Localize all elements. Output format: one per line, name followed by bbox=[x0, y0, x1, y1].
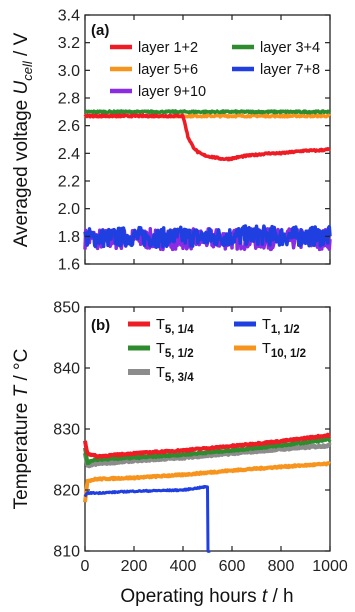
legend-a-4-label: layer 9+10 bbox=[138, 84, 206, 100]
y-tick-label: 2.2 bbox=[58, 174, 80, 191]
series-line-b-2 bbox=[83, 437, 332, 466]
panel-a-y-axis-label: Averaged voltage Ucell / V bbox=[11, 32, 35, 247]
panel-b-y-ticks: 810 820 830 840 850 bbox=[53, 300, 330, 561]
panel-b-legend: T5, 1/4 T1, 1/2 T5, 1/2 T10, 1/2 T5, 3/4 bbox=[128, 317, 306, 384]
panel-b-xlabel-pre: Operating hours bbox=[120, 586, 262, 607]
y-tick-label: 3.0 bbox=[58, 63, 80, 80]
panel-b-letter: (b) bbox=[91, 317, 110, 334]
x-tick-label: 400 bbox=[170, 558, 197, 575]
panel-a-frame bbox=[84, 14, 331, 265]
legend-a-1-label: layer 3+4 bbox=[260, 40, 320, 56]
series-line-a-0 bbox=[83, 113, 332, 162]
panel-a-legend: layer 1+2 layer 3+4 layer 5+6 layer 7+8 laye… bbox=[110, 40, 320, 100]
series-line-b-4 bbox=[82, 442, 332, 469]
panel-a-ylabel-post: / V bbox=[11, 32, 32, 61]
panel-b-ylabel-post: / °C bbox=[11, 349, 32, 386]
y-tick-label: 1.6 bbox=[58, 257, 80, 274]
legend-b-0-label: T5, 1/4 bbox=[156, 317, 194, 336]
panel-b-ylabel-sym: T bbox=[11, 384, 32, 397]
y-tick-label: 1.8 bbox=[58, 229, 80, 246]
panel-a-ylabel-sym: U bbox=[11, 80, 32, 94]
y-tick-label: 2.4 bbox=[58, 146, 80, 163]
legend-b-2-label: T5, 1/2 bbox=[156, 341, 194, 360]
y-tick-label: 2.6 bbox=[58, 118, 80, 135]
panel-a: 1.6 1.8 2.0 2.2 2.4 2.6 2.8 3.0 3.2 3.4 (a) layer… bbox=[11, 8, 332, 274]
y-tick-label: 810 bbox=[53, 544, 80, 561]
x-tick-label: 1000 bbox=[312, 558, 348, 575]
panel-b-ylabel-pre: Temperature bbox=[11, 397, 32, 509]
series-line-b-3 bbox=[83, 461, 332, 503]
legend-a-0-label: layer 1+2 bbox=[138, 40, 198, 56]
panel-a-ylabel-sub: cell bbox=[20, 60, 35, 81]
y-tick-label: 820 bbox=[53, 483, 80, 500]
x-tick-label: 800 bbox=[268, 558, 295, 575]
y-tick-label: 3.4 bbox=[58, 8, 80, 25]
panel-b-xlabel-sym: t bbox=[262, 586, 268, 607]
y-tick-label: 840 bbox=[53, 361, 80, 378]
panel-b-y-axis-label: Temperature T / °C bbox=[11, 349, 32, 510]
panel-b: 810 820 830 840 850 0 200 400 600 800 1000 (b) T5… bbox=[11, 300, 348, 608]
series-line-a-1 bbox=[83, 109, 332, 115]
legend-a-2-label: layer 5+6 bbox=[138, 62, 198, 78]
y-tick-label: 2.0 bbox=[58, 201, 80, 218]
panel-b-x-ticks: 0 200 400 600 800 1000 bbox=[81, 307, 348, 575]
panel-a-series bbox=[83, 109, 332, 252]
panel-b-series bbox=[82, 432, 332, 553]
y-tick-label: 830 bbox=[53, 422, 80, 439]
series-line-a-3 bbox=[83, 224, 332, 249]
series-line-b-0 bbox=[83, 432, 332, 460]
panel-a-y-ticks: 1.6 1.8 2.0 2.2 2.4 2.6 2.8 3.0 3.2 3.4 bbox=[58, 8, 330, 274]
legend-b-4-label: T5, 3/4 bbox=[156, 365, 194, 384]
legend-a-3-label: layer 7+8 bbox=[260, 62, 320, 78]
panel-a-x-ticks bbox=[84, 15, 331, 264]
panel-a-ylabel-pre: Averaged voltage bbox=[11, 94, 32, 247]
y-tick-label: 850 bbox=[53, 300, 80, 317]
series-line-b-1 bbox=[83, 485, 211, 553]
panel-b-xlabel-post: / h bbox=[267, 586, 293, 607]
panel-a-letter: (a) bbox=[91, 22, 109, 39]
panel-b-x-axis-label: Operating hours t / h bbox=[120, 586, 293, 607]
legend-b-3-label: T10, 1/2 bbox=[262, 341, 306, 360]
x-tick-label: 600 bbox=[219, 558, 246, 575]
x-tick-label: 0 bbox=[81, 558, 90, 575]
legend-b-1-label: T1, 1/2 bbox=[262, 317, 300, 336]
x-tick-label: 200 bbox=[121, 558, 148, 575]
y-tick-label: 2.8 bbox=[58, 91, 80, 108]
y-tick-label: 3.2 bbox=[58, 35, 80, 52]
